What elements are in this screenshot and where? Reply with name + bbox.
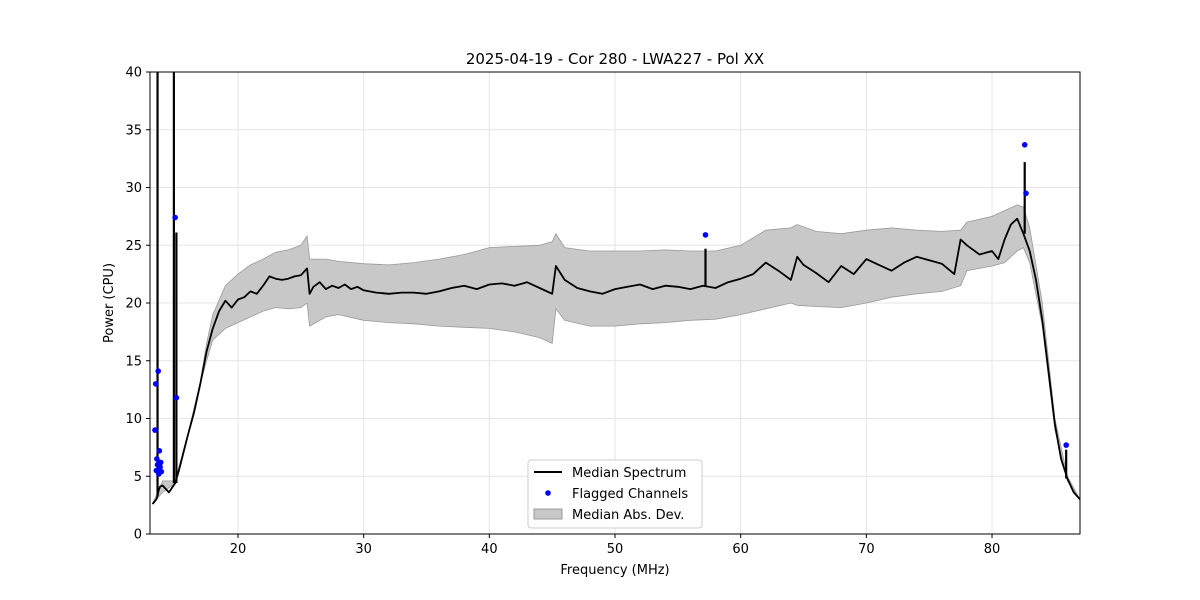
legend-mad-label: Median Abs. Dev. bbox=[572, 508, 684, 523]
flagged-point bbox=[152, 381, 159, 387]
legend-flagged-label: Flagged Channels bbox=[572, 487, 688, 502]
x-tick-label: 20 bbox=[230, 542, 247, 557]
y-tick-label: 15 bbox=[125, 354, 142, 369]
y-tick-label: 25 bbox=[125, 239, 142, 254]
flagged-points-layer bbox=[152, 142, 1069, 477]
y-tick-label: 40 bbox=[125, 66, 142, 81]
x-axis-ticks: 20 30 40 50 60 70 80 bbox=[230, 534, 1001, 557]
x-tick-label: 80 bbox=[984, 542, 1001, 557]
y-axis-ticks: 0 5 10 15 20 25 30 35 40 bbox=[125, 66, 150, 543]
y-tick-label: 0 bbox=[134, 528, 142, 543]
x-tick-label: 60 bbox=[732, 542, 749, 557]
x-tick-label: 40 bbox=[481, 542, 498, 557]
y-tick-label: 35 bbox=[125, 123, 142, 138]
y-tick-label: 20 bbox=[125, 297, 142, 312]
legend-box bbox=[527, 459, 703, 529]
flagged-point bbox=[154, 456, 160, 462]
y-tick-label: 10 bbox=[125, 412, 142, 427]
flagged-point bbox=[157, 464, 163, 470]
legend-flagged-swatch bbox=[545, 490, 551, 496]
flagged-point bbox=[156, 448, 163, 454]
y-axis-label: Power (CPU) bbox=[102, 263, 117, 343]
flagged-point bbox=[155, 368, 161, 374]
y-tick-label: 5 bbox=[134, 470, 142, 485]
flagged-point bbox=[158, 468, 165, 475]
legend: Median Spectrum Flagged Channels Median … bbox=[527, 459, 703, 529]
flagged-point bbox=[172, 214, 178, 221]
median-spectrum-line bbox=[151, 217, 1081, 505]
y-tick-label: 30 bbox=[125, 181, 142, 196]
flagged-point bbox=[152, 427, 158, 433]
legend-mad-swatch bbox=[533, 508, 563, 520]
median-line-layer bbox=[151, 72, 1081, 505]
flagged-point bbox=[157, 459, 164, 466]
x-tick-label: 50 bbox=[607, 542, 624, 557]
x-tick-label: 30 bbox=[355, 542, 372, 557]
x-axis-label: Frequency (MHz) bbox=[560, 563, 669, 578]
mad-band bbox=[152, 204, 1081, 505]
flagged-point bbox=[1063, 442, 1069, 448]
mad-band-layer bbox=[152, 204, 1081, 505]
flagged-point bbox=[1023, 190, 1029, 197]
flagged-point bbox=[702, 232, 709, 238]
flagged-point bbox=[1021, 142, 1028, 148]
flagged-point bbox=[173, 394, 180, 401]
legend-median-label: Median Spectrum bbox=[572, 466, 686, 481]
x-tick-label: 70 bbox=[858, 542, 875, 557]
chart-title: 2025-04-19 - Cor 280 - LWA227 - Pol XX bbox=[466, 50, 764, 68]
